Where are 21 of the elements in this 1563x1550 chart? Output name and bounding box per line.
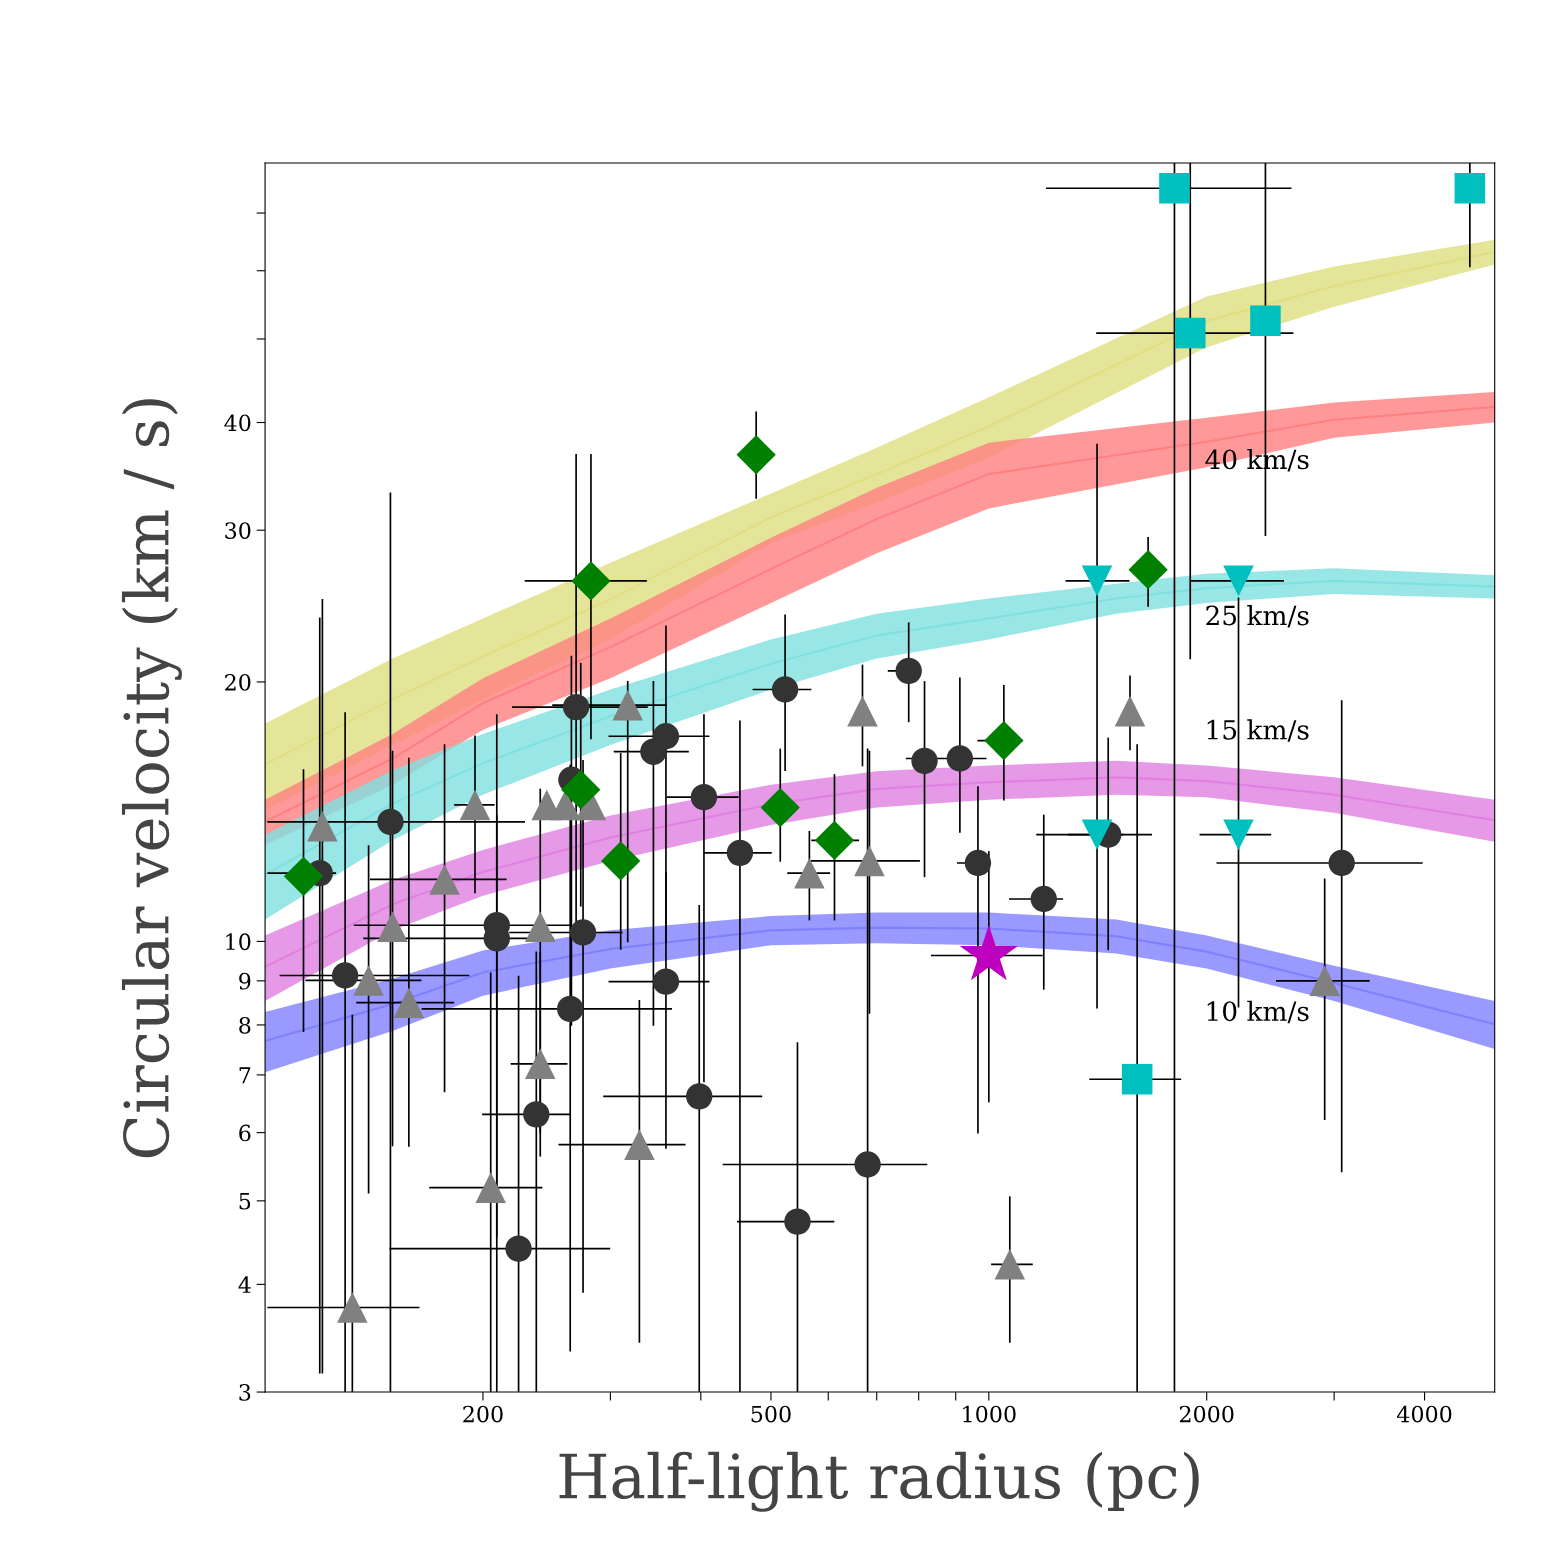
y-tick-label: 5 bbox=[239, 1193, 251, 1210]
annotation: 25 km/s bbox=[1206, 605, 1309, 628]
y-tick-label: 40 bbox=[224, 414, 251, 432]
y-axis-title: Circular velocity (km / s) bbox=[121, 399, 182, 1158]
x-tick-label: 2000 bbox=[1179, 1405, 1234, 1423]
y-tick-label: 6 bbox=[239, 1124, 251, 1142]
y-tick-label: 4 bbox=[238, 1276, 251, 1293]
y-tick-label: 7 bbox=[239, 1067, 251, 1084]
x-tick-label: 4000 bbox=[1396, 1405, 1452, 1423]
y-tick-label: 20 bbox=[225, 673, 251, 691]
y-tick-label: 10 bbox=[226, 933, 251, 951]
y-tick-label: 30 bbox=[225, 522, 251, 539]
y-tick-label: 3 bbox=[239, 1384, 251, 1401]
y-tick-label: 8 bbox=[239, 1016, 251, 1034]
annotation: 10 km/s bbox=[1207, 1000, 1309, 1024]
x-tick-label: 500 bbox=[751, 1405, 791, 1423]
x-tick-label: 200 bbox=[463, 1405, 503, 1423]
annotation: 15 km/s bbox=[1207, 719, 1309, 742]
x-tick-label: 1000 bbox=[963, 1405, 1016, 1423]
y-tick-label: 9 bbox=[239, 972, 251, 990]
x-axis-title: Half-light radius (pc) bbox=[559, 1451, 1199, 1512]
